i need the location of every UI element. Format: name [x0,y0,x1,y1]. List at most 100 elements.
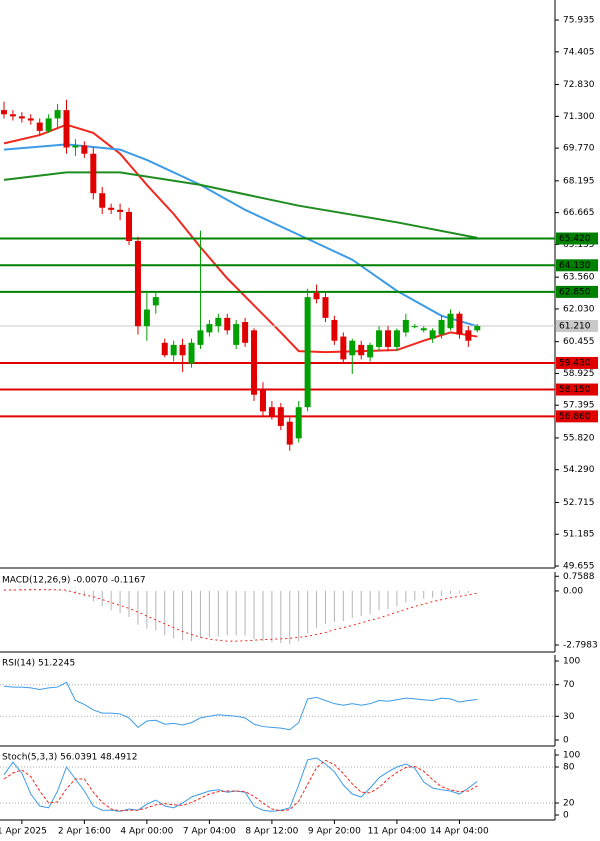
candle-body [474,325,481,331]
candle-body [152,297,159,306]
y-tick-label: 55.820 [563,433,595,443]
level-label: 62.850 [559,287,591,297]
level-label: 65.420 [559,234,591,244]
candle-body [233,324,240,345]
candle-body [72,145,79,148]
candle-body [90,153,97,194]
candle-body [242,322,249,343]
level-box [556,383,598,396]
x-tick-label: 11 Apr 04:00 [368,827,427,837]
candle-body [99,193,106,208]
candle-body [268,407,275,416]
candle-body [322,297,329,318]
y-tick-label: 66.665 [563,208,595,218]
level-box [556,319,598,332]
candle-body [224,317,231,331]
candle-body [206,324,213,333]
x-tick-label: 9 Apr 20:00 [308,827,361,837]
candle-body [170,344,177,356]
candle-body [295,407,302,439]
candle-body [108,207,115,210]
level-label: 61.210 [559,321,591,331]
candle-body [340,336,347,360]
candle-body [81,145,88,154]
y-tick-label: 62.030 [563,304,595,314]
candle-body [188,342,195,364]
level-label: 58.150 [559,385,591,395]
panel-title: Stoch(5,3,3) 56.0391 48.4912 [2,753,137,763]
candle-body [376,330,383,347]
candle-body [54,110,61,119]
candle-body [447,313,454,329]
candle-body [304,297,311,408]
candle-body [313,292,320,300]
y-tick-label: 69.770 [563,144,595,154]
level-label: 64.130 [559,261,591,271]
y-tick-label: 0 [563,811,569,821]
level-box [556,410,598,423]
y-tick-label: 52.715 [563,498,595,508]
candle-body [331,319,338,341]
y-tick-label: 100 [563,751,580,761]
moving-average [3,143,478,328]
candle-body [367,344,374,358]
y-tick-label: 58.925 [563,369,595,379]
candle-body [179,344,186,356]
y-tick-label: 70 [563,680,575,690]
y-tick-label: 74.405 [563,47,595,57]
candle-body [126,211,133,241]
y-tick-label: 0.00 [563,586,583,596]
candle-body [286,421,293,445]
panel-title: RSI(14) 51.2245 [2,659,75,669]
y-tick-label: 100 [563,657,580,667]
panel-title: MACD(12,26,9) -0.0070 -0.1167 [2,576,146,586]
candle-body [134,240,141,327]
y-tick-label: 0.7588 [563,572,595,582]
candle-body [45,118,52,131]
y-tick-label: 57.395 [563,401,595,411]
candle-body [251,330,258,395]
y-tick-label: 71.300 [563,112,595,122]
y-tick-label: 0 [563,735,569,745]
candle-body [465,330,472,341]
candle-body [259,388,266,412]
candle-body [384,330,391,347]
candle-body [438,319,445,335]
x-tick-label: 14 Apr 04:00 [430,827,489,837]
candle-body [402,319,409,333]
y-tick-label: 51.185 [563,530,595,540]
moving-average [3,171,478,239]
candle-body [9,114,16,117]
level-box [556,259,598,272]
y-tick-label: 54.290 [563,465,595,475]
candle-body [456,313,463,335]
level-box [556,285,598,298]
candle-body [143,309,150,327]
candle-body [411,326,418,328]
candle-body [36,122,43,131]
y-tick-label: 65.135 [563,240,595,250]
x-tick-label: 4 Apr 00:00 [120,827,173,837]
candle-body [349,340,356,356]
level-label: 59.430 [559,358,591,368]
y-tick-label: 80 [563,763,575,773]
x-tick-label: 2 Apr 16:00 [58,827,111,837]
candle-body [358,344,365,356]
indicator-line [3,681,478,731]
candle-body [18,116,25,119]
y-tick-label: 63.560 [563,273,595,283]
level-label: 56.860 [559,412,591,422]
candle-body [117,209,124,212]
level-box [556,356,598,369]
candle-body [429,330,436,339]
candle-body [63,110,70,148]
y-tick-label: 75.935 [563,16,595,26]
y-tick-label: 30 [563,712,575,722]
x-tick-label: 7 Apr 04:00 [183,827,236,837]
indicator-line [4,589,478,642]
candle-body [161,342,168,356]
candle-body [420,328,427,331]
indicator-line [3,757,478,812]
x-tick-label: 1 Apr 2025 [0,827,47,837]
x-tick-label: 8 Apr 12:00 [245,827,298,837]
